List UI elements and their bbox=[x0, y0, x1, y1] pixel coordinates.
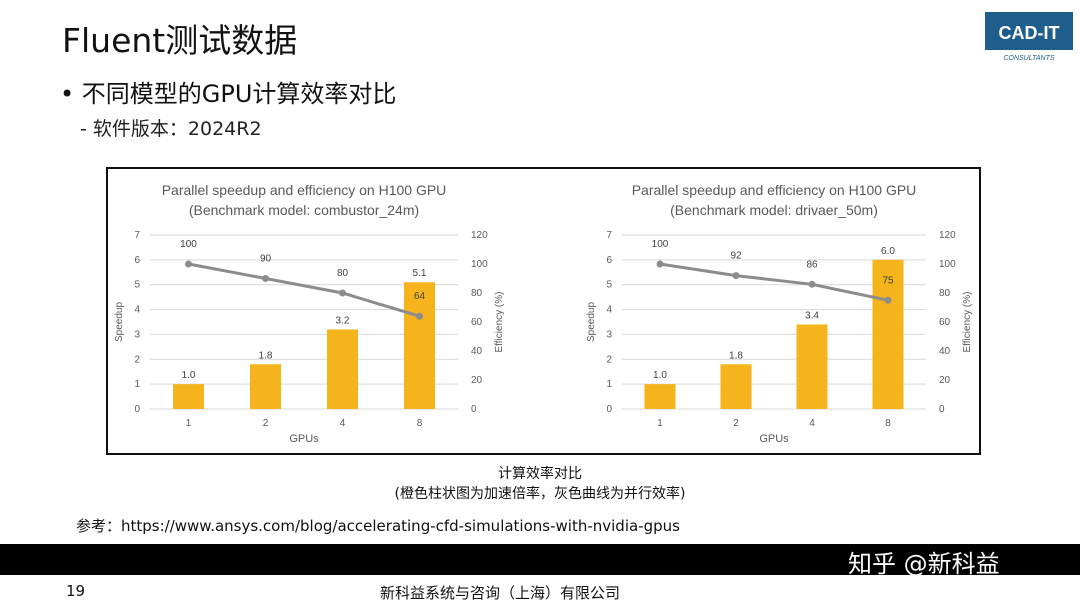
efficiency-line bbox=[188, 262, 420, 318]
y2-tick-label: 80 bbox=[939, 288, 951, 299]
chart-title: Parallel speedup and efficiency on H100 … bbox=[162, 182, 447, 198]
efficiency-point bbox=[732, 272, 740, 280]
efficiency-label: 80 bbox=[337, 268, 349, 279]
caption-title: 计算效率对比 bbox=[498, 466, 582, 482]
y-tick-label: 2 bbox=[606, 354, 612, 365]
x-tick-label: 2 bbox=[733, 418, 739, 429]
x-axis-title: GPUs bbox=[759, 433, 789, 445]
y-tick-label: 6 bbox=[606, 255, 612, 266]
speedup-label: 1.0 bbox=[653, 370, 667, 381]
efficiency-point bbox=[884, 296, 892, 304]
y2-tick-label: 120 bbox=[939, 230, 956, 241]
watermark-text: 知乎 @新科益 bbox=[848, 550, 1000, 578]
x-axis-title: GPUs bbox=[289, 433, 319, 445]
speedup-bar bbox=[250, 364, 281, 409]
y-tick-label: 2 bbox=[134, 354, 140, 365]
slide-title: Fluent测试数据 bbox=[62, 21, 298, 60]
speedup-bar bbox=[173, 384, 204, 409]
speedup-label: 3.2 bbox=[336, 315, 350, 326]
y-tick-label: 4 bbox=[134, 305, 140, 316]
y2-tick-label: 20 bbox=[471, 375, 483, 386]
speedup-bar bbox=[644, 384, 676, 409]
speedup-label: 3.4 bbox=[805, 310, 819, 321]
efficiency-point bbox=[416, 312, 423, 320]
charts-svg: Parallel speedup and efficiency on H100 … bbox=[114, 182, 973, 445]
logo-text: CAD-IT bbox=[999, 23, 1060, 43]
y-axis-title: Speedup bbox=[586, 302, 597, 342]
efficiency-label: 86 bbox=[806, 259, 818, 270]
x-tick-label: 8 bbox=[417, 418, 423, 429]
efficiency-line bbox=[659, 262, 889, 302]
y2-tick-label: 60 bbox=[939, 317, 951, 328]
cadit-logo: CAD-IT CONSULTANTS bbox=[985, 12, 1073, 62]
efficiency-point bbox=[808, 280, 816, 288]
y2-tick-label: 100 bbox=[471, 259, 488, 270]
y-tick-label: 0 bbox=[606, 404, 612, 415]
page-number: 19 bbox=[66, 582, 86, 600]
speedup-label: 6.0 bbox=[881, 246, 895, 257]
y-tick-label: 3 bbox=[134, 329, 140, 340]
efficiency-point bbox=[185, 260, 192, 268]
y-tick-label: 1 bbox=[134, 379, 140, 390]
efficiency-label: 64 bbox=[414, 291, 426, 302]
y-tick-label: 4 bbox=[606, 305, 612, 316]
y-tick-label: 7 bbox=[134, 230, 140, 241]
speedup-label: 1.8 bbox=[259, 350, 273, 361]
bullet-gpu-efficiency: • 不同模型的GPU计算效率对比 bbox=[60, 80, 397, 108]
y2-tick-label: 40 bbox=[939, 346, 951, 357]
chart-subtitle: (Benchmark model: combustor_24m) bbox=[189, 202, 419, 218]
y2-tick-label: 40 bbox=[471, 346, 483, 357]
speedup-label: 1.8 bbox=[729, 350, 743, 361]
speedup-bar bbox=[720, 364, 752, 409]
efficiency-label: 100 bbox=[652, 239, 669, 250]
y-tick-label: 5 bbox=[606, 280, 612, 291]
y-axis-title: Speedup bbox=[114, 302, 125, 342]
speedup-label: 1.0 bbox=[182, 370, 196, 381]
footer-bar bbox=[0, 544, 1080, 575]
x-tick-label: 8 bbox=[885, 418, 891, 429]
zhihu-watermark: 知乎 @新科益 bbox=[848, 550, 1000, 578]
x-tick-label: 1 bbox=[657, 418, 663, 429]
efficiency-point bbox=[262, 275, 269, 282]
speedup-bar bbox=[872, 259, 904, 409]
y2-tick-label: 120 bbox=[471, 230, 488, 241]
y-tick-label: 6 bbox=[134, 255, 140, 266]
y-tick-label: 5 bbox=[134, 280, 140, 291]
caption-note: (橙色柱状图为加速倍率，灰色曲线为并行效率) bbox=[394, 486, 686, 502]
company-name: 新科益系统与咨询（上海）有限公司 bbox=[380, 584, 621, 602]
x-tick-label: 4 bbox=[809, 418, 815, 429]
efficiency-label: 92 bbox=[730, 251, 742, 262]
x-tick-label: 4 bbox=[340, 418, 346, 429]
chart-title: Parallel speedup and efficiency on H100 … bbox=[632, 182, 917, 198]
speedup-bar bbox=[404, 282, 435, 409]
y-tick-label: 3 bbox=[606, 329, 612, 340]
efficiency-label: 75 bbox=[882, 275, 894, 286]
speedup-label: 5.1 bbox=[413, 268, 427, 279]
y-tick-label: 1 bbox=[606, 379, 612, 390]
y2-tick-label: 20 bbox=[939, 375, 951, 386]
y2-axis-title: Efficiency (%) bbox=[962, 292, 973, 353]
speedup-bar bbox=[327, 329, 358, 409]
y-tick-label: 0 bbox=[134, 404, 140, 415]
chart-panel: Parallel speedup and efficiency on H100 … bbox=[106, 167, 981, 455]
speedup-bar bbox=[796, 324, 828, 409]
efficiency-point bbox=[656, 260, 664, 268]
y2-tick-label: 0 bbox=[939, 404, 945, 415]
y2-tick-label: 80 bbox=[471, 288, 483, 299]
chart-subtitle: (Benchmark model: drivaer_50m) bbox=[670, 202, 878, 218]
sub-bullet-software-version: - 软件版本：2024R2 bbox=[80, 118, 262, 140]
x-tick-label: 2 bbox=[263, 418, 269, 429]
y2-axis-title: Efficiency (%) bbox=[494, 292, 505, 353]
efficiency-label: 100 bbox=[180, 239, 197, 250]
logo-subtext: CONSULTANTS bbox=[1003, 55, 1054, 62]
y2-tick-label: 60 bbox=[471, 317, 483, 328]
y2-tick-label: 0 bbox=[471, 404, 477, 415]
efficiency-point bbox=[339, 289, 346, 297]
efficiency-label: 90 bbox=[260, 254, 272, 265]
y2-tick-label: 100 bbox=[939, 259, 956, 270]
x-tick-label: 1 bbox=[186, 418, 192, 429]
y-tick-label: 7 bbox=[606, 230, 612, 241]
reference-link[interactable]: 参考：https://www.ansys.com/blog/accelerati… bbox=[76, 517, 680, 535]
